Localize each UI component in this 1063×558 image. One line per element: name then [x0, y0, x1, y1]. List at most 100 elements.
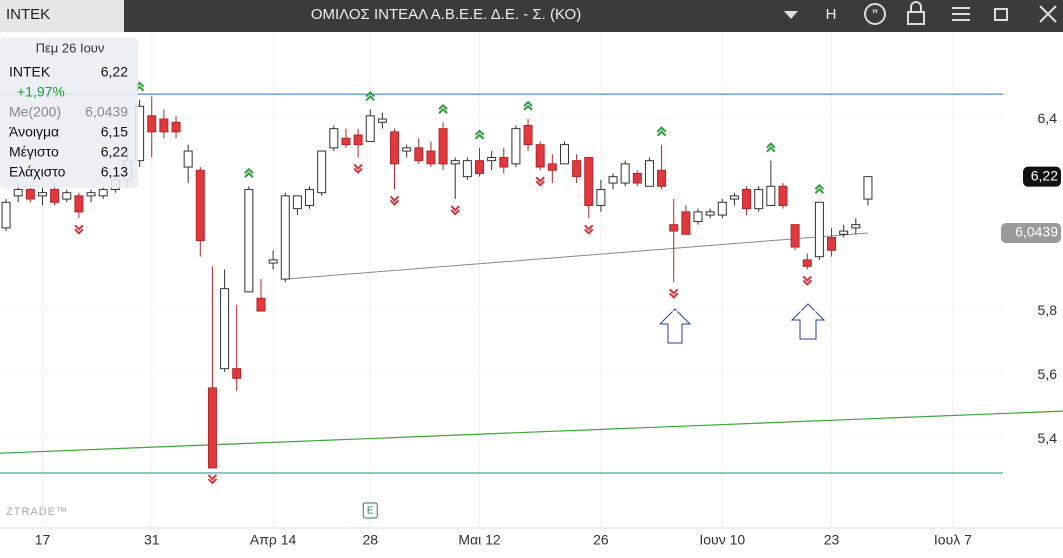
watermark: ZTRADE™ — [6, 506, 68, 518]
info-box-bg — [0, 38, 138, 188]
annotation-arrow — [790, 303, 826, 340]
info-value: 6,0439 — [85, 104, 128, 120]
candle-body — [669, 224, 679, 232]
price-tag — [1001, 223, 1061, 244]
candle-body — [402, 147, 412, 152]
candle-body — [827, 236, 837, 251]
candle-body — [305, 188, 315, 206]
buy-signal — [474, 129, 485, 140]
info-value: 6,22 — [101, 64, 128, 80]
candle-body — [729, 195, 739, 200]
info-date: Πεμ 26 Ιουν — [36, 40, 105, 55]
candle-body — [183, 150, 193, 168]
restore-icon[interactable] — [994, 8, 1008, 21]
candle-body — [256, 297, 266, 312]
candle-body — [50, 188, 60, 203]
close-icon[interactable] — [1039, 5, 1057, 23]
candle-body — [547, 163, 557, 171]
candle-body — [86, 192, 96, 197]
candle-body — [426, 150, 436, 165]
candle-body — [13, 188, 23, 197]
candle-body — [608, 176, 618, 184]
quote-icon[interactable] — [864, 3, 886, 25]
y-tick-label: 6,4 — [1038, 110, 1058, 126]
candle-body — [863, 176, 873, 200]
price-tag — [1023, 166, 1061, 187]
x-tick-label: Ιουν 10 — [699, 532, 745, 548]
info-box: Πεμ 26 Ιουν INTEK 6,22 +1,97% Me(200) 6,0439 Ά… — [0, 38, 138, 188]
event-marker — [362, 502, 378, 519]
x-tick-label: Ιουλ 7 — [934, 532, 972, 548]
candle-body — [705, 211, 715, 216]
sell-signal — [353, 163, 363, 174]
header-bar — [0, 0, 1063, 32]
sell-signal — [389, 195, 400, 206]
info-label: Άνοιγμα — [9, 124, 59, 140]
candle-body — [693, 211, 703, 222]
lock-icon[interactable] — [907, 11, 925, 25]
period-button[interactable]: H — [826, 6, 837, 23]
symbol-tab[interactable] — [0, 0, 124, 32]
candle-body — [317, 150, 327, 194]
x-tick-label: 28 — [362, 532, 378, 548]
trend-line — [0, 410, 1063, 454]
buy-signal — [365, 91, 375, 102]
candle-body — [511, 128, 521, 165]
candle-body — [147, 115, 157, 133]
lock-shackle — [910, 1, 922, 12]
menu-icon[interactable] — [952, 7, 970, 21]
sell-signal — [207, 474, 218, 485]
candle-body — [171, 121, 181, 133]
candle-body — [790, 224, 800, 248]
y-tick-label: 5,6 — [1038, 366, 1058, 382]
candle-body — [475, 160, 484, 174]
candle-body — [414, 147, 424, 162]
info-value: 6,22 — [101, 144, 128, 160]
candle-body — [1, 201, 11, 229]
candle-body — [717, 201, 727, 216]
info-value: 6,13 — [101, 164, 128, 180]
candle-body — [632, 172, 642, 184]
info-label: Ελάχιστο — [9, 164, 66, 180]
candle-body — [450, 160, 460, 165]
candle-body — [742, 188, 752, 210]
candle-body — [220, 288, 230, 370]
candle-body — [390, 131, 400, 165]
price-tag-label: 6,0439 — [1015, 224, 1058, 240]
candle-body — [620, 163, 630, 184]
candle-body — [98, 188, 108, 197]
x-tick-label: 17 — [35, 532, 51, 548]
price-tag-label: 6,22 — [1031, 167, 1058, 183]
x-tick-label: Μαι 12 — [458, 532, 501, 548]
candle-body — [487, 156, 497, 162]
buy-signal — [766, 142, 776, 153]
candle-body — [523, 124, 533, 146]
ma-line — [285, 232, 868, 280]
y-tick-label: 5,4 — [1038, 430, 1058, 446]
candle-body — [341, 137, 351, 146]
candle-body — [244, 188, 254, 293]
sell-signal — [802, 275, 812, 286]
candle-body — [584, 156, 594, 206]
candle-body — [329, 128, 339, 149]
candle-body — [499, 156, 509, 168]
symbol: INTEK — [6, 6, 50, 23]
annotation-arrow — [658, 308, 692, 344]
candle-body — [377, 118, 387, 123]
candle-body — [280, 195, 290, 280]
dropdown-icon[interactable] — [784, 11, 798, 19]
candle-body — [778, 185, 788, 206]
candle-body — [25, 188, 35, 200]
info-label: INTEK — [9, 64, 51, 80]
plot-area — [0, 32, 1063, 528]
candle-body — [74, 195, 84, 213]
sell-signal — [669, 288, 679, 299]
candle-body — [292, 195, 302, 210]
sell-signal — [584, 224, 594, 235]
candle-body — [559, 144, 569, 165]
candle-body — [268, 259, 278, 264]
info-value: 6,15 — [101, 124, 128, 140]
candle-body — [462, 160, 472, 178]
candle-body — [814, 201, 824, 258]
